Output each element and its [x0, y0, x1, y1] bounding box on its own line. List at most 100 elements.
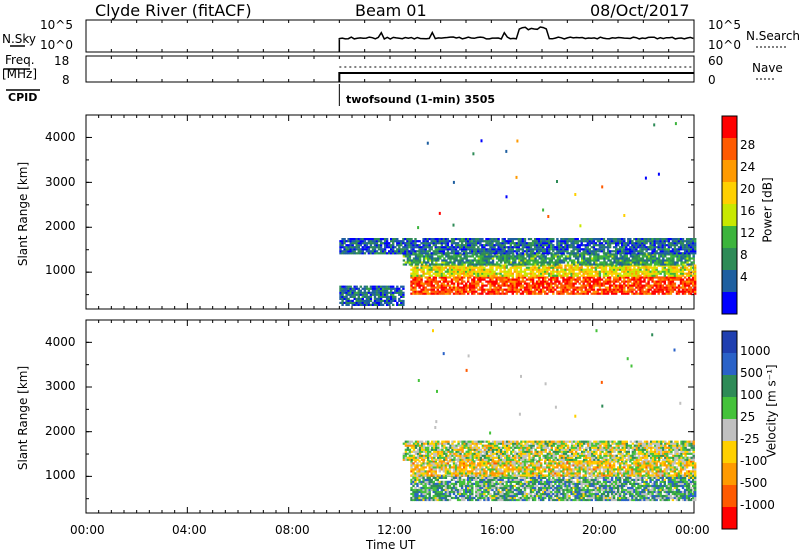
power-cell [619, 248, 622, 251]
power-cell [527, 292, 531, 295]
velocity-cell [456, 480, 460, 483]
power-cell [606, 276, 610, 279]
velocity-cell [499, 482, 502, 485]
power-cell [461, 257, 464, 260]
power-cell [503, 240, 506, 243]
power-cell [595, 261, 598, 264]
power-cell [574, 261, 578, 264]
power-cell [615, 244, 618, 247]
power-cell [550, 274, 553, 277]
power-cell [625, 266, 628, 269]
power-cell [540, 244, 543, 247]
power-cell [493, 280, 496, 283]
power-cell [522, 261, 525, 264]
power-cell [493, 288, 496, 291]
power-cell [491, 238, 494, 241]
velocity-cell [493, 492, 496, 496]
velocity-cell [469, 488, 472, 492]
power-cell [515, 276, 519, 279]
power-cell [671, 248, 675, 251]
velocity-cell [489, 488, 492, 492]
power-cell [519, 282, 523, 285]
power-cell [548, 252, 551, 255]
velocity-cell [444, 476, 448, 479]
power-cell [428, 282, 431, 285]
power-cell [586, 242, 589, 245]
power-cell [659, 244, 662, 247]
velocity-cell [448, 482, 452, 485]
velocity-cell [475, 476, 478, 479]
power-cell [653, 252, 656, 255]
power-cell [663, 252, 666, 255]
power-cell [596, 266, 600, 269]
power-cell [608, 270, 612, 273]
velocity-cell [517, 484, 521, 488]
power-cell [584, 240, 587, 243]
power-cell [542, 280, 545, 283]
power-cell [619, 252, 622, 255]
power-cell [659, 238, 662, 241]
power-cell [519, 242, 523, 245]
power-cell [422, 292, 425, 295]
power-cell [487, 276, 490, 279]
power-cell [531, 266, 535, 269]
power-cell [558, 286, 561, 289]
power-cell [430, 290, 433, 293]
power-cell [381, 299, 385, 302]
power-cell [515, 248, 519, 251]
velocity-cell [499, 478, 502, 481]
power-cell [450, 242, 454, 245]
power-cell [659, 240, 662, 243]
power-cell [647, 266, 650, 269]
power-cell [398, 248, 401, 251]
power-cell [639, 240, 642, 243]
power-cell [651, 286, 654, 289]
power-cell [694, 276, 697, 279]
power-cell [499, 266, 502, 269]
power-cell [483, 288, 486, 291]
power-cell [550, 248, 553, 251]
power-cell [438, 290, 441, 293]
velocity-cell [446, 498, 450, 502]
power-cell [649, 242, 652, 245]
power-cell [546, 244, 549, 247]
power-cell [491, 257, 495, 260]
power-cell [651, 240, 654, 243]
power-cell [432, 250, 435, 253]
power-cell [469, 244, 472, 247]
power-cell [359, 252, 362, 255]
power-cell [556, 286, 559, 289]
power-cell [495, 248, 498, 251]
power-cell [535, 248, 539, 251]
power-cell [623, 240, 626, 243]
power-cell [570, 266, 573, 269]
power-cell [515, 290, 519, 293]
power-cell [682, 257, 685, 260]
power-cell [440, 276, 444, 279]
power-cell [656, 257, 659, 260]
velocity-cell [491, 482, 494, 485]
power-cell [416, 263, 420, 266]
power-cell [373, 293, 377, 296]
power-cell [347, 287, 350, 290]
power-cell [655, 276, 658, 279]
power-cell [523, 282, 527, 285]
power-cell [649, 266, 652, 269]
power-cell [537, 288, 541, 291]
power-cell [659, 278, 662, 281]
power-cell [537, 282, 541, 285]
power-cell [651, 255, 655, 258]
power-cell [511, 280, 514, 283]
power-cell [495, 238, 498, 241]
power-cell [535, 280, 539, 283]
power-cell [519, 238, 523, 241]
power-cell [445, 255, 448, 258]
power-cell [649, 240, 652, 243]
power-cell [489, 261, 493, 264]
power-cell [408, 242, 411, 245]
power-cell [460, 248, 464, 251]
velocity-cell [458, 476, 462, 479]
power-cell [679, 290, 683, 293]
power-cell [608, 272, 612, 275]
power-cell [583, 257, 586, 260]
